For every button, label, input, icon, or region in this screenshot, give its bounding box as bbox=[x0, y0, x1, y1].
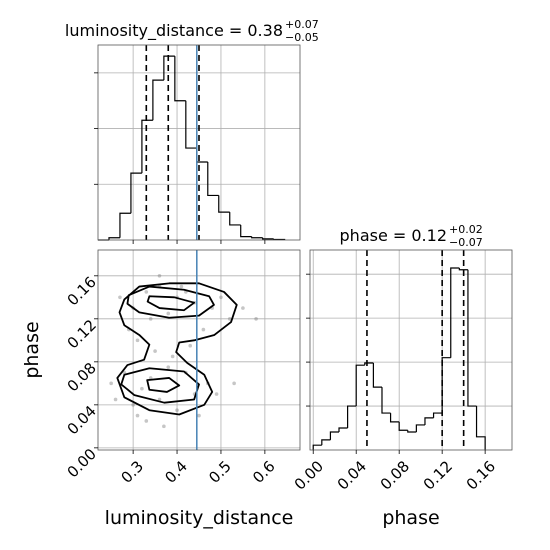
panel-frame bbox=[97, 249, 301, 451]
sample-point bbox=[241, 306, 245, 310]
contour bbox=[146, 377, 181, 393]
sample-point bbox=[131, 403, 135, 407]
histogram-bin bbox=[141, 119, 153, 174]
x-tick-label: 0.16 bbox=[463, 457, 499, 493]
sample-point bbox=[162, 424, 166, 429]
histogram-bin bbox=[364, 362, 374, 366]
x-tick-label: 0.12 bbox=[420, 457, 456, 493]
histogram-bin bbox=[338, 427, 348, 432]
x-tick-label: 0.4 bbox=[161, 457, 191, 487]
sample-point bbox=[175, 408, 179, 413]
sample-point bbox=[140, 386, 144, 391]
sample-point bbox=[122, 370, 127, 375]
sample-point bbox=[254, 317, 258, 321]
x-tick-label: 0.3 bbox=[117, 457, 147, 487]
x-tick-label: 0.04 bbox=[334, 457, 370, 493]
histogram-bin bbox=[108, 237, 120, 240]
panel-frame bbox=[97, 44, 301, 241]
y-tick-label: 0.16 bbox=[64, 273, 100, 309]
sample-point bbox=[166, 365, 171, 370]
histogram-bin bbox=[119, 212, 131, 238]
histogram-bin bbox=[407, 430, 417, 433]
histogram-bin bbox=[262, 237, 274, 240]
histogram-bin bbox=[458, 268, 468, 271]
panel-frame bbox=[309, 249, 513, 451]
histogram-bin bbox=[229, 212, 241, 226]
contour bbox=[116, 282, 238, 416]
histogram-bin bbox=[381, 387, 391, 414]
histogram-bin bbox=[312, 444, 322, 450]
histogram-bin bbox=[450, 267, 460, 358]
title-lower-error: −0.07 bbox=[449, 236, 483, 249]
histogram-bin bbox=[355, 364, 365, 407]
histogram-bin bbox=[240, 224, 252, 238]
sample-point bbox=[188, 343, 193, 348]
sample-point bbox=[144, 290, 149, 294]
sample-point bbox=[201, 327, 206, 332]
contour bbox=[146, 295, 196, 312]
sample-point bbox=[113, 397, 118, 402]
histogram-bin bbox=[415, 424, 425, 432]
sample-point bbox=[227, 317, 232, 321]
histogram-bin bbox=[441, 357, 451, 414]
sample-point bbox=[118, 295, 122, 300]
histogram-bin bbox=[130, 172, 142, 214]
histogram-bin bbox=[218, 195, 230, 213]
contour bbox=[126, 285, 215, 319]
sample-point bbox=[157, 274, 162, 278]
histogram-bin bbox=[389, 413, 400, 423]
x-tick-label: 0.08 bbox=[377, 457, 413, 493]
histogram-bin bbox=[424, 417, 434, 425]
title-upper-error: +0.02 bbox=[449, 223, 483, 236]
x-tick-label: 0.5 bbox=[205, 457, 235, 487]
sample-point bbox=[135, 413, 140, 418]
title-upper-error: +0.07 bbox=[285, 18, 319, 31]
sample-point bbox=[197, 413, 201, 418]
sample-point bbox=[135, 338, 140, 343]
histogram-bin bbox=[174, 56, 186, 102]
histogram-bin bbox=[432, 412, 443, 418]
sample-point bbox=[144, 419, 149, 423]
histogram-bin bbox=[185, 100, 197, 149]
sample-point bbox=[179, 284, 184, 289]
sample-point bbox=[170, 354, 175, 359]
sample-point bbox=[214, 392, 219, 396]
histogram-bin bbox=[152, 79, 164, 121]
y-axis-label: phase bbox=[21, 321, 43, 378]
y-tick-label: 0.00 bbox=[64, 445, 100, 481]
sample-point bbox=[219, 295, 223, 300]
histogram-bin bbox=[251, 236, 263, 239]
histogram-bin bbox=[207, 162, 219, 197]
x-tick-label: 0.00 bbox=[291, 457, 327, 493]
sample-point bbox=[166, 311, 171, 316]
panel-title: luminosity_distance = 0.38 bbox=[65, 21, 283, 41]
title-lower-error: −0.05 bbox=[285, 31, 319, 44]
y-tick-label: 0.12 bbox=[64, 316, 100, 352]
histogram-bin bbox=[347, 405, 357, 429]
sample-point bbox=[148, 317, 153, 321]
histogram-bin bbox=[398, 421, 408, 431]
panel-title: phase = 0.12 bbox=[340, 226, 447, 245]
sample-point bbox=[153, 349, 157, 353]
x-axis-label: phase bbox=[382, 507, 439, 529]
sample-point bbox=[232, 381, 236, 386]
x-tick-label: 0.6 bbox=[249, 457, 279, 487]
y-tick-label: 0.04 bbox=[64, 402, 100, 438]
histogram-bin bbox=[163, 55, 175, 81]
contour bbox=[120, 367, 200, 404]
histogram-bin bbox=[372, 362, 382, 388]
histogram-bin bbox=[475, 406, 486, 450]
x-axis-label: luminosity_distance bbox=[105, 507, 294, 529]
histogram-bin bbox=[321, 439, 331, 446]
sample-point bbox=[109, 381, 113, 386]
histogram-bin bbox=[329, 431, 340, 440]
histogram-bin bbox=[467, 269, 477, 407]
y-tick-label: 0.08 bbox=[64, 359, 100, 395]
